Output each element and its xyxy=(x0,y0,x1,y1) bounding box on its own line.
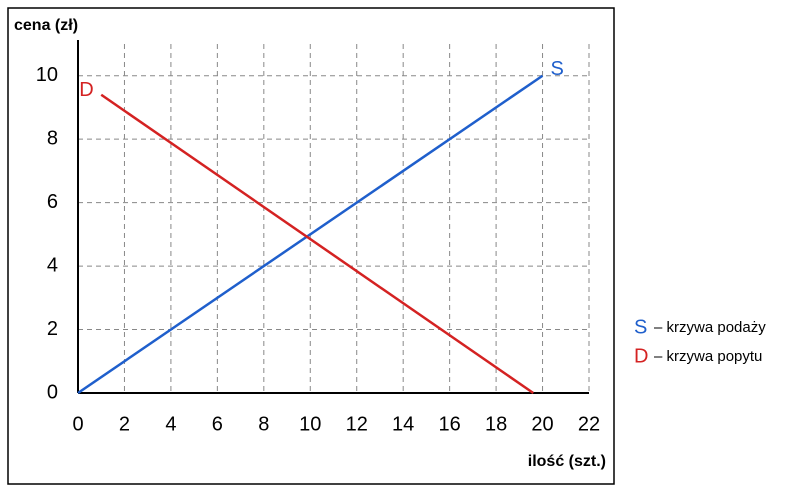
x-tick-label: 20 xyxy=(531,413,553,435)
x-axis-label: ilość (szt.) xyxy=(528,453,606,470)
y-tick-label: 10 xyxy=(36,64,58,86)
x-tick-label: 6 xyxy=(212,413,223,435)
x-tick-label: 22 xyxy=(578,413,600,435)
x-tick-label: 8 xyxy=(258,413,269,435)
legend-label: – krzywa popytu xyxy=(654,348,762,365)
x-tick-label: 0 xyxy=(72,413,83,435)
x-tick-label: 10 xyxy=(299,413,321,435)
x-tick-label: 2 xyxy=(119,413,130,435)
y-tick-label: 8 xyxy=(47,127,58,149)
line-series xyxy=(77,74,544,395)
y-tick-label: 4 xyxy=(47,254,58,276)
y-tick-label: 2 xyxy=(47,318,58,340)
x-tick-label: 18 xyxy=(485,413,507,435)
x-tick-label: 14 xyxy=(392,413,414,435)
y-axis-label: cena (zł) xyxy=(14,17,78,34)
curve-label: D xyxy=(79,79,93,101)
x-tick-label: 12 xyxy=(346,413,368,435)
x-tick-label: 16 xyxy=(439,413,461,435)
y-tick-label: 0 xyxy=(47,381,58,403)
curve-label: S xyxy=(551,58,564,80)
y-tick-label: 6 xyxy=(47,191,58,213)
frame xyxy=(7,7,615,485)
legend-name: D xyxy=(634,345,648,367)
x-tick-label: 4 xyxy=(165,413,176,435)
line-series xyxy=(100,93,534,395)
legend-name: S xyxy=(634,316,647,338)
legend-label: – krzywa podaży xyxy=(654,319,766,336)
